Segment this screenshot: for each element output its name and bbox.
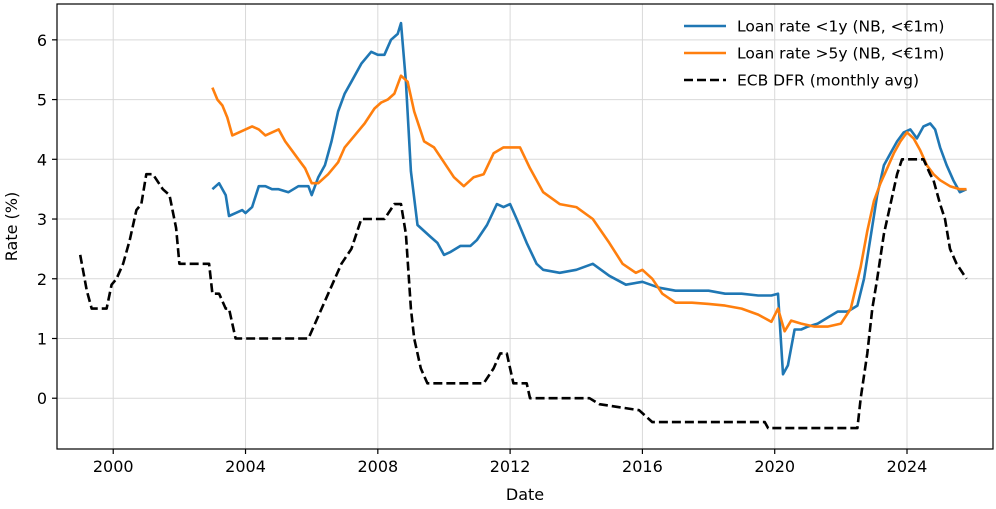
y-tick-label: 6 <box>37 31 47 50</box>
y-tick-label: 0 <box>37 389 47 408</box>
x-axis-title: Date <box>506 485 544 504</box>
x-tick-label: 2000 <box>93 457 134 476</box>
x-tick-label: 2004 <box>225 457 266 476</box>
y-axis: 0 1 2 3 4 5 6 <box>37 31 57 408</box>
y-tick-label: 2 <box>37 270 47 289</box>
series-layer <box>78 21 968 430</box>
legend: Loan rate <1y (NB, <€1m) Loan rate >5y (N… <box>684 18 944 90</box>
y-axis-title: Rate (%) <box>2 192 21 261</box>
series-line-2 <box>211 74 967 333</box>
x-tick-label: 2020 <box>754 457 795 476</box>
y-tick-label: 1 <box>37 329 47 348</box>
y-tick-label: 3 <box>37 210 47 229</box>
legend-label: Loan rate >5y (NB, <€1m) <box>737 45 944 63</box>
legend-label: Loan rate <1y (NB, <€1m) <box>737 18 944 36</box>
plot-frame <box>56 3 994 450</box>
series-line-1 <box>211 21 968 376</box>
grid <box>57 4 993 449</box>
y-tick-label: 5 <box>37 91 47 110</box>
x-tick-label: 2024 <box>887 457 928 476</box>
x-tick-label: 2012 <box>490 457 531 476</box>
x-tick-label: 2016 <box>622 457 663 476</box>
y-tick-label: 4 <box>37 150 47 169</box>
series-line-3 <box>78 158 968 430</box>
legend-label: ECB DFR (monthly avg) <box>737 72 919 90</box>
x-tick-label: 2008 <box>357 457 398 476</box>
x-axis: 2000 2004 2008 2012 2016 2020 2024 <box>93 449 927 476</box>
